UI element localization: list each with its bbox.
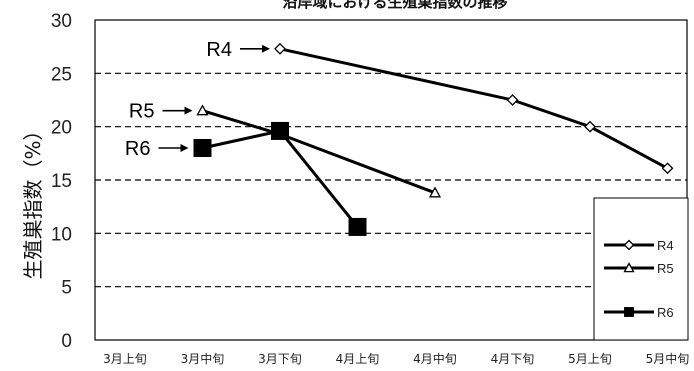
data-point — [196, 104, 209, 116]
data-point — [584, 120, 596, 133]
legend-item-R4: R4 — [604, 238, 674, 253]
y-tick-label: 5 — [61, 278, 72, 299]
y-tick-label: 10 — [51, 224, 72, 245]
data-point — [506, 94, 519, 106]
x-tick-label: 4月中旬 — [413, 351, 457, 366]
data-point — [348, 217, 367, 236]
legend: R4 R5 R6 — [593, 197, 689, 341]
annotation-label: R4 — [206, 39, 232, 61]
x-tick-label: 4月下旬 — [491, 352, 535, 366]
series-line — [202, 129, 359, 228]
legend-label: R4 — [657, 238, 674, 253]
data-point — [428, 186, 442, 198]
legend-item-R6: R6 — [604, 305, 674, 320]
series-R5 — [196, 104, 442, 198]
annotation-label: R5 — [129, 101, 155, 123]
annotation-arrowhead — [262, 44, 270, 53]
data-point — [624, 307, 634, 317]
annotation-arrowhead — [180, 144, 189, 152]
data-point — [271, 121, 289, 140]
y-axis-label: 生殖巣指数（%） — [21, 120, 45, 279]
x-tick-label: 3月中旬 — [181, 351, 225, 366]
data-point — [274, 42, 286, 55]
x-tick-label: 5月上旬 — [568, 352, 612, 366]
legend-label: R6 — [657, 305, 674, 320]
x-tick-label: 4月上旬 — [336, 352, 380, 366]
data-point — [193, 139, 212, 157]
data-point — [623, 239, 635, 251]
y-tick-label: 20 — [51, 118, 72, 139]
x-tick-label: 3月下旬 — [258, 352, 302, 366]
y-tick-label: 30 — [51, 11, 72, 32]
x-tick-label: 3月上旬 — [103, 352, 147, 366]
series-line — [279, 47, 669, 170]
chart-title: 沿岸域における生殖巣指数の推移 — [282, 0, 507, 11]
series-R6 — [193, 121, 367, 236]
y-tick-label: 0 — [61, 331, 72, 352]
x-tick-labels: 3月上旬 3月中旬 3月下旬 4月上旬 4月中旬 4月下旬 5月上旬 5月中旬 — [103, 351, 689, 366]
y-tick-label: 25 — [51, 64, 72, 85]
data-point — [661, 162, 674, 175]
annotation-label: R6 — [125, 138, 151, 160]
annotation-arrowhead — [184, 106, 193, 115]
legend-label: R5 — [657, 261, 674, 276]
y-tick-labels: 0 5 10 15 20 25 30 — [51, 11, 72, 352]
series-lines — [193, 42, 674, 236]
series-R4 — [274, 42, 674, 175]
series-annotations: R4 R5 R6 — [125, 39, 270, 160]
x-tick-label: 5月中旬 — [646, 351, 690, 366]
legend-item-R5: R5 — [604, 261, 674, 276]
data-point — [623, 262, 635, 273]
y-tick-label: 15 — [51, 171, 72, 192]
